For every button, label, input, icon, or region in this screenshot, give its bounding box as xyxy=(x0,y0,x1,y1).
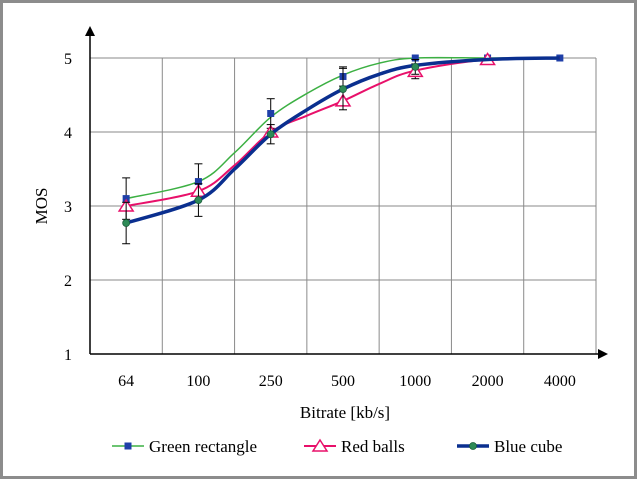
legend-swatch-marker xyxy=(124,442,132,450)
x-tick-label: 250 xyxy=(259,373,283,390)
x-tick-label: 4000 xyxy=(544,373,576,390)
x-tick-label: 1000 xyxy=(399,373,431,390)
grid xyxy=(90,57,597,354)
x-tick-label: 2000 xyxy=(472,373,504,390)
series-line xyxy=(125,56,560,200)
x-axis-arrow xyxy=(598,349,608,359)
data-point xyxy=(122,219,131,227)
data-point xyxy=(411,54,419,62)
y-tick-label: 1 xyxy=(64,347,72,364)
y-tick-label: 5 xyxy=(64,51,72,68)
data-point xyxy=(194,196,203,204)
series-line xyxy=(125,56,560,225)
data-point xyxy=(411,62,420,71)
legend-item-green-rectangle: Green rectangle xyxy=(112,437,257,456)
y-tick-label: 2 xyxy=(64,273,72,290)
series-blue-cube xyxy=(122,56,560,245)
legend: Green rectangle Red balls Blue cube xyxy=(112,437,562,456)
x-tick-label: 100 xyxy=(186,373,210,390)
legend-item-red-balls: Red balls xyxy=(304,437,405,456)
data-point xyxy=(267,110,275,117)
data-point xyxy=(194,178,202,186)
legend-label: Red balls xyxy=(341,437,405,456)
data-point xyxy=(266,130,275,139)
y-axis-label: MOS xyxy=(32,188,51,225)
x-tick-label: 64 xyxy=(118,373,134,390)
x-tick-label: 500 xyxy=(331,373,355,390)
series-layer xyxy=(117,52,564,245)
axes xyxy=(85,26,608,359)
ticks: 1 2 3 4 5 64 100 250 500 1000 2000 4000 xyxy=(64,51,576,390)
y-tick-label: 3 xyxy=(64,199,72,216)
data-point xyxy=(339,85,347,93)
legend-swatch-marker xyxy=(311,438,329,452)
legend-label: Green rectangle xyxy=(149,437,257,456)
legend-label: Blue cube xyxy=(494,437,562,456)
y-tick-label: 4 xyxy=(64,125,72,142)
legend-swatch-marker xyxy=(469,442,477,450)
y-axis-arrow xyxy=(85,26,95,36)
data-point xyxy=(122,195,130,203)
legend-item-blue-cube: Blue cube xyxy=(457,437,562,456)
x-axis-label: Bitrate [kb/s] xyxy=(300,403,390,422)
